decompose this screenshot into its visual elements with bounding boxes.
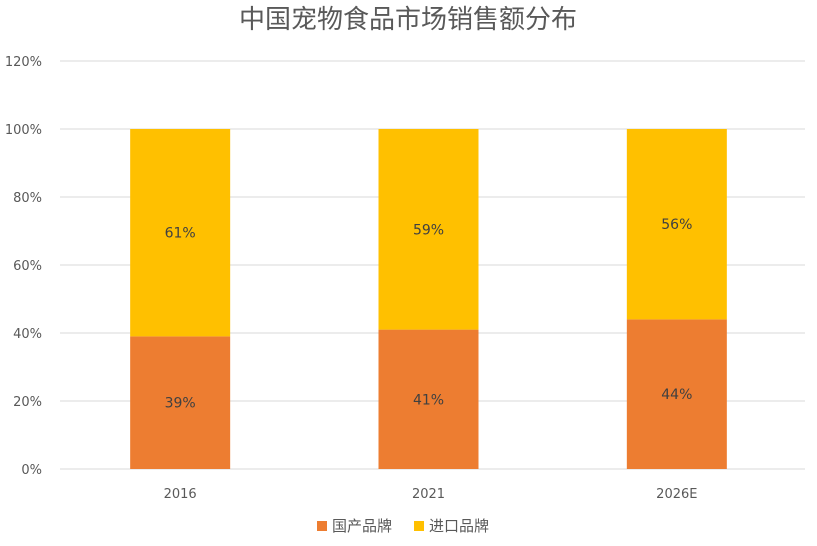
x-tick-label: 2026E — [656, 487, 697, 502]
bar-2016-series-1 — [130, 129, 231, 337]
bar-2026E-series-1 — [626, 129, 727, 320]
chart-title: 中国宠物食品市场销售额分布 — [239, 5, 577, 35]
legend-swatch-0 — [317, 521, 327, 531]
data-label: 59% — [413, 222, 444, 238]
y-tick-label: 40% — [13, 327, 42, 342]
y-tick-label: 0% — [21, 463, 42, 478]
bar-2026E-series-0 — [626, 319, 727, 469]
data-label: 44% — [661, 387, 692, 403]
bar-2021-series-1 — [378, 129, 479, 330]
legend: 国产品牌 进口品牌 — [317, 517, 489, 535]
x-tick-label: 2021 — [412, 487, 445, 502]
bar-2021-series-0 — [378, 329, 479, 469]
y-tick-label: 120% — [5, 55, 42, 70]
data-label: 39% — [165, 396, 196, 412]
y-tick-label: 20% — [13, 395, 42, 410]
data-label: 41% — [413, 392, 444, 408]
y-axis: 0% 20% 40% 60% 80% 100% 120% — [5, 55, 42, 478]
x-axis: 2016 2021 2026E — [164, 487, 698, 502]
y-tick-label: 80% — [13, 191, 42, 206]
data-label: 56% — [661, 217, 692, 233]
bars: 39% 61% 41% 59% 44% 56% — [130, 129, 727, 469]
legend-label-1: 进口品牌 — [429, 517, 489, 535]
y-tick-label: 100% — [5, 123, 42, 138]
data-label: 61% — [165, 226, 196, 242]
bar-2016-series-0 — [130, 336, 231, 469]
y-tick-label: 60% — [13, 259, 42, 274]
legend-label-0: 国产品牌 — [332, 517, 392, 535]
x-tick-label: 2016 — [164, 487, 197, 502]
legend-swatch-1 — [414, 521, 425, 531]
